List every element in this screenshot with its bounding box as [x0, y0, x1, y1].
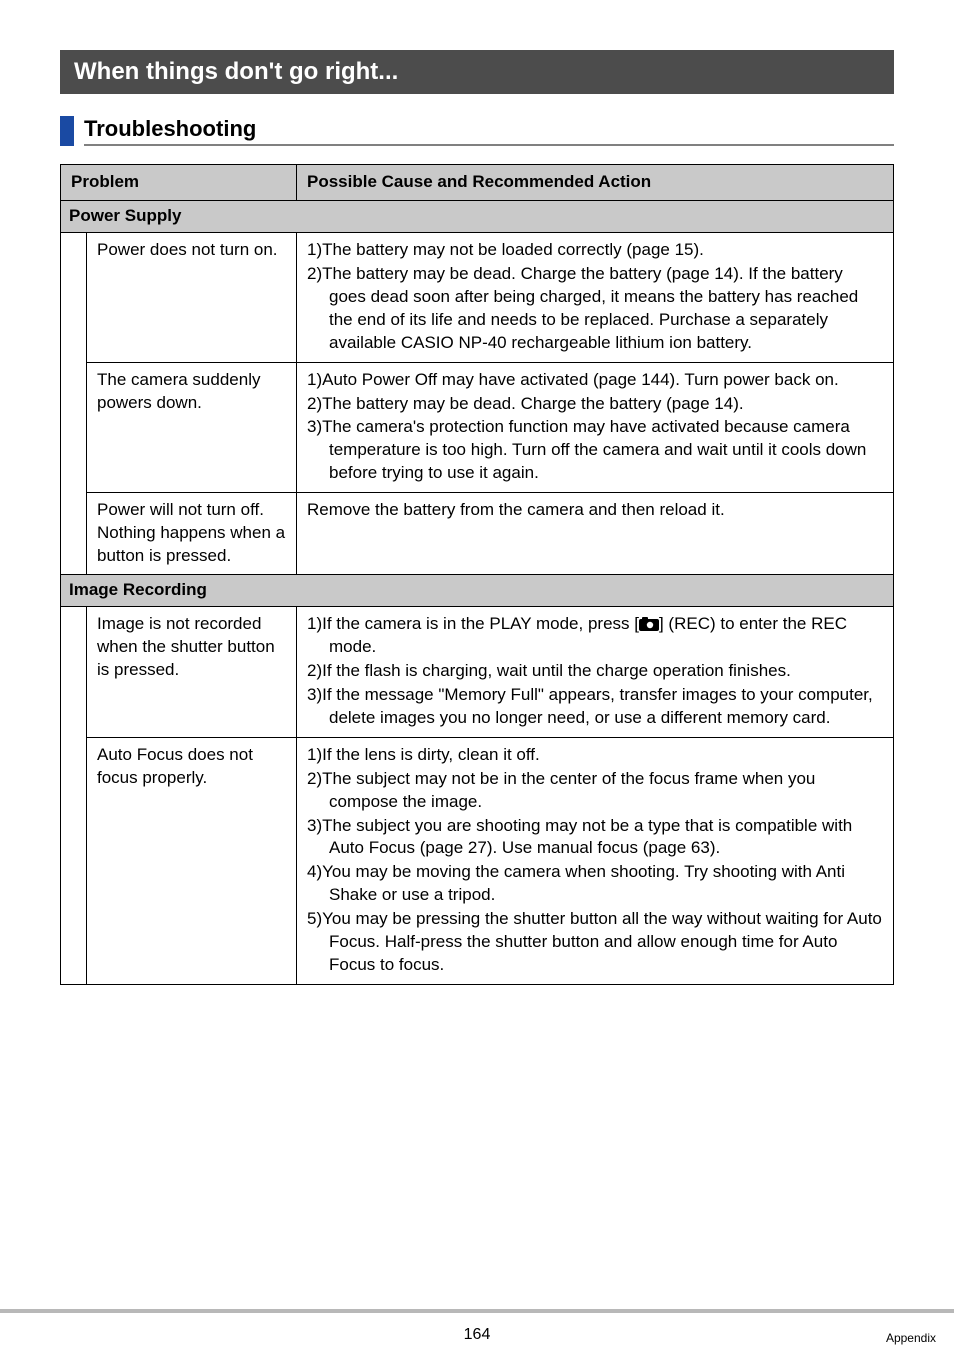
page-number: 164 [464, 1326, 491, 1344]
indent-cell [61, 737, 87, 984]
action-item: Remove the battery from the camera and t… [307, 499, 883, 522]
action-cell: Remove the battery from the camera and t… [297, 493, 894, 575]
action-item: 1)If the camera is in the PLAY mode, pre… [307, 613, 883, 659]
action-item: 1)The battery may not be loaded correctl… [307, 239, 883, 262]
action-item: 1)If the lens is dirty, clean it off. [307, 744, 883, 767]
category-cell: Image Recording [61, 575, 894, 607]
action-item: 3)If the message "Memory Full" appears, … [307, 684, 883, 730]
action-item: 2)The battery may be dead. Charge the ba… [307, 263, 883, 355]
action-cell: 1)The battery may not be loaded correctl… [297, 232, 894, 362]
col-header-problem: Problem [61, 165, 297, 201]
problem-cell: Power will not turn off. Nothing happens… [87, 493, 297, 575]
col-header-action: Possible Cause and Recommended Action [297, 165, 894, 201]
accent-bar [60, 116, 74, 146]
page-footer: 164 Appendix [0, 1309, 954, 1357]
action-item: 2)The subject may not be in the center o… [307, 768, 883, 814]
troubleshooting-table: Problem Possible Cause and Recommended A… [60, 164, 894, 985]
action-cell: 1)If the camera is in the PLAY mode, pre… [297, 607, 894, 738]
action-cell: 1)Auto Power Off may have activated (pag… [297, 362, 894, 493]
subheading-row: Troubleshooting [60, 116, 894, 146]
footer-section-label: Appendix [886, 1331, 936, 1345]
problem-cell: Power does not turn on. [87, 232, 297, 362]
action-item: 4)You may be moving the camera when shoo… [307, 861, 883, 907]
category-cell: Power Supply [61, 200, 894, 232]
action-item: 5)You may be pressing the shutter button… [307, 908, 883, 977]
action-item: 1)Auto Power Off may have activated (pag… [307, 369, 883, 392]
action-item: 2)If the flash is charging, wait until t… [307, 660, 883, 683]
subheading: Troubleshooting [84, 116, 894, 146]
action-cell: 1)If the lens is dirty, clean it off. 2)… [297, 737, 894, 984]
indent-cell [61, 493, 87, 575]
action-item: 2)The battery may be dead. Charge the ba… [307, 393, 883, 416]
indent-cell [61, 232, 87, 362]
problem-cell: Image is not recorded when the shutter b… [87, 607, 297, 738]
problem-cell: The camera suddenly powers down. [87, 362, 297, 493]
action-item: 3)The camera's protection function may h… [307, 416, 883, 485]
action-item: 3)The subject you are shooting may not b… [307, 815, 883, 861]
problem-cell: Auto Focus does not focus properly. [87, 737, 297, 984]
section-header: When things don't go right... [60, 50, 894, 94]
indent-cell [61, 607, 87, 738]
indent-cell [61, 362, 87, 493]
